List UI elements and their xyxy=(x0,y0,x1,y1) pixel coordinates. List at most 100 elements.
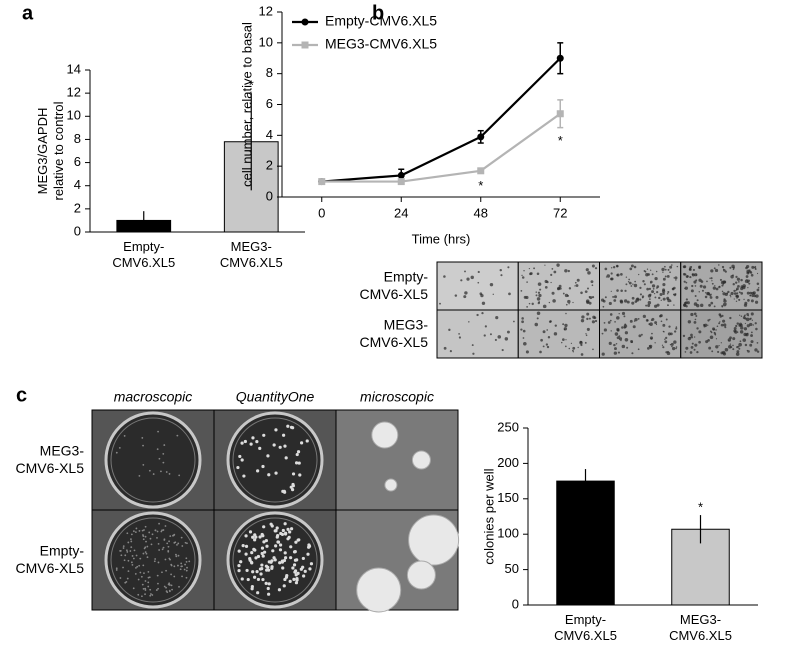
colony xyxy=(124,581,127,584)
cell-dot xyxy=(712,286,717,290)
micrograph xyxy=(517,309,600,359)
y-tick-label: 150 xyxy=(497,490,519,505)
cell-dot xyxy=(717,350,720,354)
cell-dot xyxy=(750,299,754,303)
cell-dot xyxy=(707,324,709,326)
colony xyxy=(309,562,314,566)
cell-dot xyxy=(629,267,633,271)
colony xyxy=(256,554,261,559)
colony xyxy=(289,527,294,531)
cell-dot xyxy=(577,346,579,349)
cell-dot xyxy=(723,299,727,303)
cell-dot xyxy=(711,350,714,353)
cell-dot xyxy=(722,280,726,284)
cell-dot xyxy=(750,331,753,334)
colony xyxy=(280,560,284,564)
cell-dot xyxy=(744,322,747,325)
cell-dot xyxy=(556,263,560,267)
cell-dot xyxy=(663,265,666,268)
cell-dot xyxy=(754,265,757,268)
colony xyxy=(132,587,135,590)
cell-dot xyxy=(603,321,606,324)
cell-dot xyxy=(693,312,697,316)
cell-dot xyxy=(654,276,658,281)
cell-dot xyxy=(690,345,694,349)
cell-dot xyxy=(481,312,484,315)
cell-dot xyxy=(624,289,627,292)
cell-dot xyxy=(616,336,620,340)
colony xyxy=(250,587,254,591)
cell-dot xyxy=(729,336,732,340)
cell-dot xyxy=(606,274,611,278)
colony xyxy=(141,583,144,586)
cell-dot xyxy=(660,299,662,301)
colony xyxy=(149,588,152,591)
cell-dot xyxy=(670,342,674,346)
colony xyxy=(272,556,276,560)
marker xyxy=(397,178,405,186)
colony xyxy=(244,552,248,556)
cell-dot xyxy=(724,347,729,352)
cell-dot xyxy=(664,268,667,271)
colony xyxy=(122,547,125,549)
colony xyxy=(152,473,155,475)
colony xyxy=(165,471,168,473)
cell-dot xyxy=(733,298,735,300)
cell-dot xyxy=(610,330,612,332)
colony xyxy=(281,566,285,570)
cell-dot xyxy=(610,290,612,292)
cell-dot xyxy=(754,300,759,304)
cell-dot xyxy=(545,343,549,346)
cell-dot xyxy=(738,324,742,327)
cell-dot xyxy=(520,328,523,331)
colony xyxy=(292,577,296,581)
cell-dot xyxy=(652,287,655,290)
cell-dot xyxy=(735,294,739,298)
colony xyxy=(258,446,262,450)
cell-dot xyxy=(631,301,635,305)
cell-dot xyxy=(661,267,665,272)
y-tick-label: 14 xyxy=(67,61,81,76)
cell-dot xyxy=(646,268,649,270)
cell-dot xyxy=(694,273,698,277)
cell-dot xyxy=(671,264,673,266)
cell-dot xyxy=(471,344,474,347)
colony xyxy=(240,458,244,462)
cell-dot xyxy=(721,290,724,293)
cell-dot xyxy=(628,278,630,281)
cell-dot xyxy=(736,331,739,333)
y-tick-label: 10 xyxy=(67,108,81,123)
cell-dot xyxy=(756,272,759,275)
cell-dot xyxy=(659,314,663,318)
cell-dot xyxy=(623,324,628,328)
colony xyxy=(258,535,262,539)
colony xyxy=(153,560,156,563)
cell-dot xyxy=(477,270,480,274)
cell-dot xyxy=(691,342,694,345)
cell-dot xyxy=(756,288,760,292)
cell-dot xyxy=(630,264,634,268)
cell-dot xyxy=(651,317,655,321)
cell-dot xyxy=(649,280,653,284)
cell-dot xyxy=(694,318,697,321)
cell-dot xyxy=(690,336,694,339)
cell-dot xyxy=(587,271,591,275)
colony xyxy=(261,577,265,582)
cell-dot xyxy=(594,319,598,323)
cell-dot xyxy=(562,338,565,341)
cell-dot xyxy=(468,321,470,323)
legend-marker xyxy=(301,41,309,49)
y-tick-label: 200 xyxy=(497,455,519,470)
cell-dot xyxy=(624,331,628,335)
cell-dot xyxy=(747,279,751,282)
colony xyxy=(282,584,286,588)
cell-dot xyxy=(568,347,571,350)
cell-dot xyxy=(702,285,707,289)
colony xyxy=(278,445,282,449)
cell-dot xyxy=(497,335,502,339)
cell-dot xyxy=(612,266,616,269)
cell-dot xyxy=(632,283,634,285)
series-line xyxy=(321,112,561,183)
colony xyxy=(162,529,165,531)
colony xyxy=(248,558,252,562)
